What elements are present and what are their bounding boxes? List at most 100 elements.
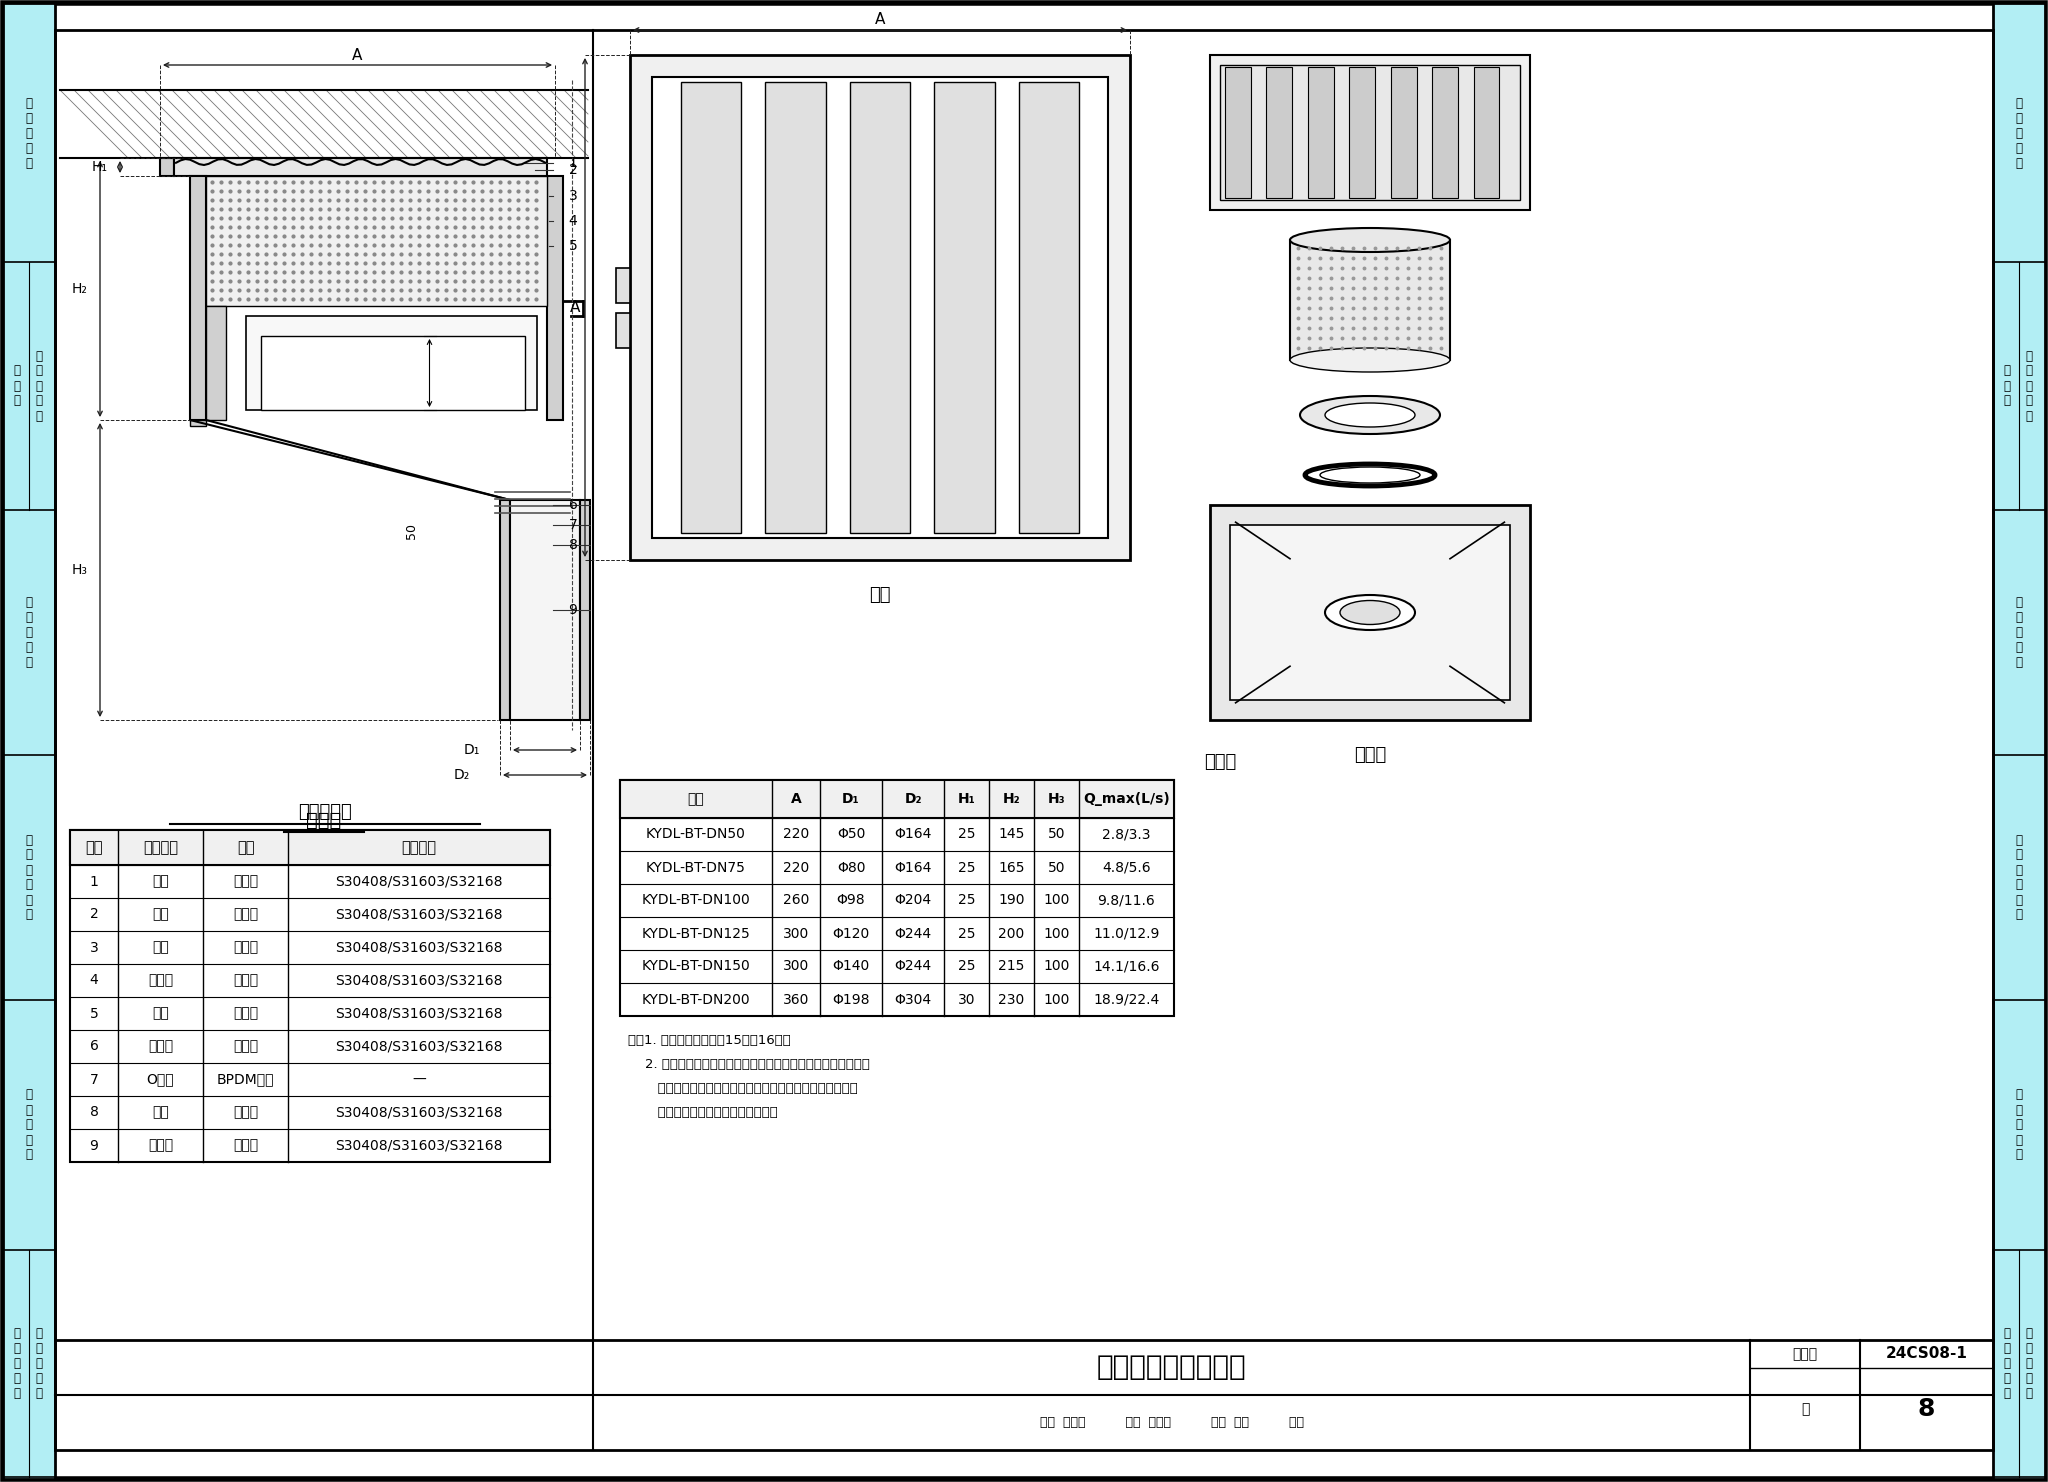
- Text: 100: 100: [1042, 894, 1069, 907]
- Text: 230: 230: [997, 993, 1024, 1006]
- Text: 100: 100: [1042, 926, 1069, 941]
- Text: H₂: H₂: [72, 282, 88, 296]
- Text: Φ164: Φ164: [895, 861, 932, 874]
- Text: 50: 50: [1049, 827, 1065, 842]
- Text: 9: 9: [569, 603, 578, 617]
- Text: KYDL-BT-DN150: KYDL-BT-DN150: [641, 959, 750, 974]
- Text: BPDM橡胶: BPDM橡胶: [217, 1073, 274, 1086]
- Bar: [621, 780, 1174, 818]
- Text: 190: 190: [997, 894, 1024, 907]
- Text: 9.8/11.6: 9.8/11.6: [1098, 894, 1155, 907]
- Text: H₃: H₃: [1049, 791, 1065, 806]
- Bar: [1309, 67, 1333, 199]
- Text: 2. 本产品为奔腾系列地漏，结构简单，清理方便，适用于水质: 2. 本产品为奔腾系列地漏，结构简单，清理方便，适用于水质: [629, 1058, 870, 1071]
- Text: 4: 4: [90, 974, 98, 987]
- Text: H₁: H₁: [958, 791, 975, 806]
- Text: 排
水
沟: 排 水 沟: [2003, 365, 2011, 408]
- Bar: [1210, 505, 1530, 720]
- Text: 不
锈
钢
地
漏: 不 锈 钢 地 漏: [2015, 96, 2023, 170]
- Text: Q_max(L/s): Q_max(L/s): [1083, 791, 1169, 806]
- Text: 成
品
不
锈
钢: 成 品 不 锈 钢: [35, 350, 43, 422]
- Text: 220: 220: [782, 827, 809, 842]
- Ellipse shape: [1321, 467, 1419, 483]
- Text: A: A: [791, 791, 801, 806]
- Text: H₁: H₁: [92, 160, 109, 173]
- Text: 不
锈
钢
盖
板: 不 锈 钢 盖 板: [2015, 596, 2023, 668]
- Text: 5: 5: [90, 1006, 98, 1021]
- Text: 厂、预制菜加工厂、中央厨房等。: 厂、预制菜加工厂、中央厨房等。: [629, 1106, 778, 1119]
- Text: 压板: 压板: [152, 1006, 168, 1021]
- Text: 8: 8: [569, 538, 578, 551]
- Bar: [1475, 67, 1499, 199]
- Text: 4.8/5.6: 4.8/5.6: [1102, 861, 1151, 874]
- Text: Φ140: Φ140: [831, 959, 870, 974]
- Text: 不锈钢: 不锈钢: [233, 974, 258, 987]
- Ellipse shape: [1290, 228, 1450, 252]
- Text: D₁: D₁: [463, 742, 479, 757]
- Text: 25: 25: [958, 959, 975, 974]
- Text: KYDL-BT-DN75: KYDL-BT-DN75: [645, 861, 745, 874]
- Text: 300: 300: [782, 959, 809, 974]
- Text: Φ80: Φ80: [838, 861, 864, 874]
- Text: Φ304: Φ304: [895, 993, 932, 1006]
- Text: 不
锈
钢
地
漏: 不 锈 钢 地 漏: [2015, 1088, 2023, 1162]
- Text: S30408/S31603/S32168: S30408/S31603/S32168: [336, 1039, 502, 1054]
- Ellipse shape: [1325, 594, 1415, 630]
- Bar: [1210, 55, 1530, 210]
- Bar: [207, 176, 547, 305]
- Bar: [766, 82, 825, 534]
- Text: 3: 3: [90, 941, 98, 954]
- Text: 型号: 型号: [688, 791, 705, 806]
- Text: 215: 215: [997, 959, 1024, 974]
- Text: 8: 8: [1917, 1396, 1935, 1421]
- Bar: [70, 830, 551, 1162]
- Text: 25: 25: [958, 861, 975, 874]
- Text: 排
水
沟
集
成: 排 水 沟 集 成: [14, 1326, 20, 1400]
- Text: 30: 30: [958, 993, 975, 1006]
- Text: Φ164: Φ164: [895, 827, 932, 842]
- Bar: [190, 176, 207, 419]
- Text: S30408/S31603/S32168: S30408/S31603/S32168: [336, 974, 502, 987]
- Text: 25: 25: [958, 827, 975, 842]
- Text: 成
品
不
锈
钢: 成 品 不 锈 钢: [2025, 350, 2032, 422]
- Text: KYDL-BT-DN200: KYDL-BT-DN200: [641, 993, 750, 1006]
- Text: 100: 100: [1042, 959, 1069, 974]
- Text: 滤网: 滤网: [152, 907, 168, 922]
- Text: 图集号: 图集号: [1792, 1347, 1817, 1360]
- Text: KYDL-BT-DN125: KYDL-BT-DN125: [641, 926, 750, 941]
- Text: 7: 7: [90, 1073, 98, 1086]
- Text: 不锈钢: 不锈钢: [233, 874, 258, 889]
- Bar: [1432, 67, 1458, 199]
- Text: S30408/S31603/S32168: S30408/S31603/S32168: [336, 941, 502, 954]
- Bar: [682, 82, 741, 534]
- Text: 编号: 编号: [86, 840, 102, 855]
- Bar: [616, 267, 631, 302]
- Bar: [616, 313, 631, 347]
- Bar: [2, 3, 55, 1479]
- Text: 不
锈
钢
清
扫
口: 不 锈 钢 清 扫 口: [25, 833, 33, 922]
- Bar: [246, 316, 537, 411]
- Bar: [70, 830, 551, 865]
- Text: D₁: D₁: [842, 791, 860, 806]
- Bar: [500, 499, 510, 720]
- Bar: [190, 419, 207, 425]
- Text: 25: 25: [958, 894, 975, 907]
- Ellipse shape: [1290, 348, 1450, 372]
- Text: 算子: 算子: [868, 585, 891, 605]
- Text: 主要部件表: 主要部件表: [299, 803, 352, 821]
- Bar: [1993, 3, 2046, 1479]
- Text: 构造图: 构造图: [307, 811, 342, 830]
- Bar: [1266, 67, 1292, 199]
- Text: 部件名称: 部件名称: [143, 840, 178, 855]
- Text: A: A: [874, 12, 885, 28]
- Bar: [934, 82, 995, 534]
- Text: A: A: [352, 47, 362, 62]
- Text: 排
水
沟: 排 水 沟: [14, 365, 20, 408]
- Bar: [580, 499, 590, 720]
- Text: 3: 3: [569, 190, 578, 203]
- Ellipse shape: [1339, 600, 1401, 624]
- Text: 算子: 算子: [152, 874, 168, 889]
- Text: 260: 260: [782, 894, 809, 907]
- Text: 145: 145: [997, 827, 1024, 842]
- Text: 不
锈
钢
地
漏: 不 锈 钢 地 漏: [25, 96, 33, 170]
